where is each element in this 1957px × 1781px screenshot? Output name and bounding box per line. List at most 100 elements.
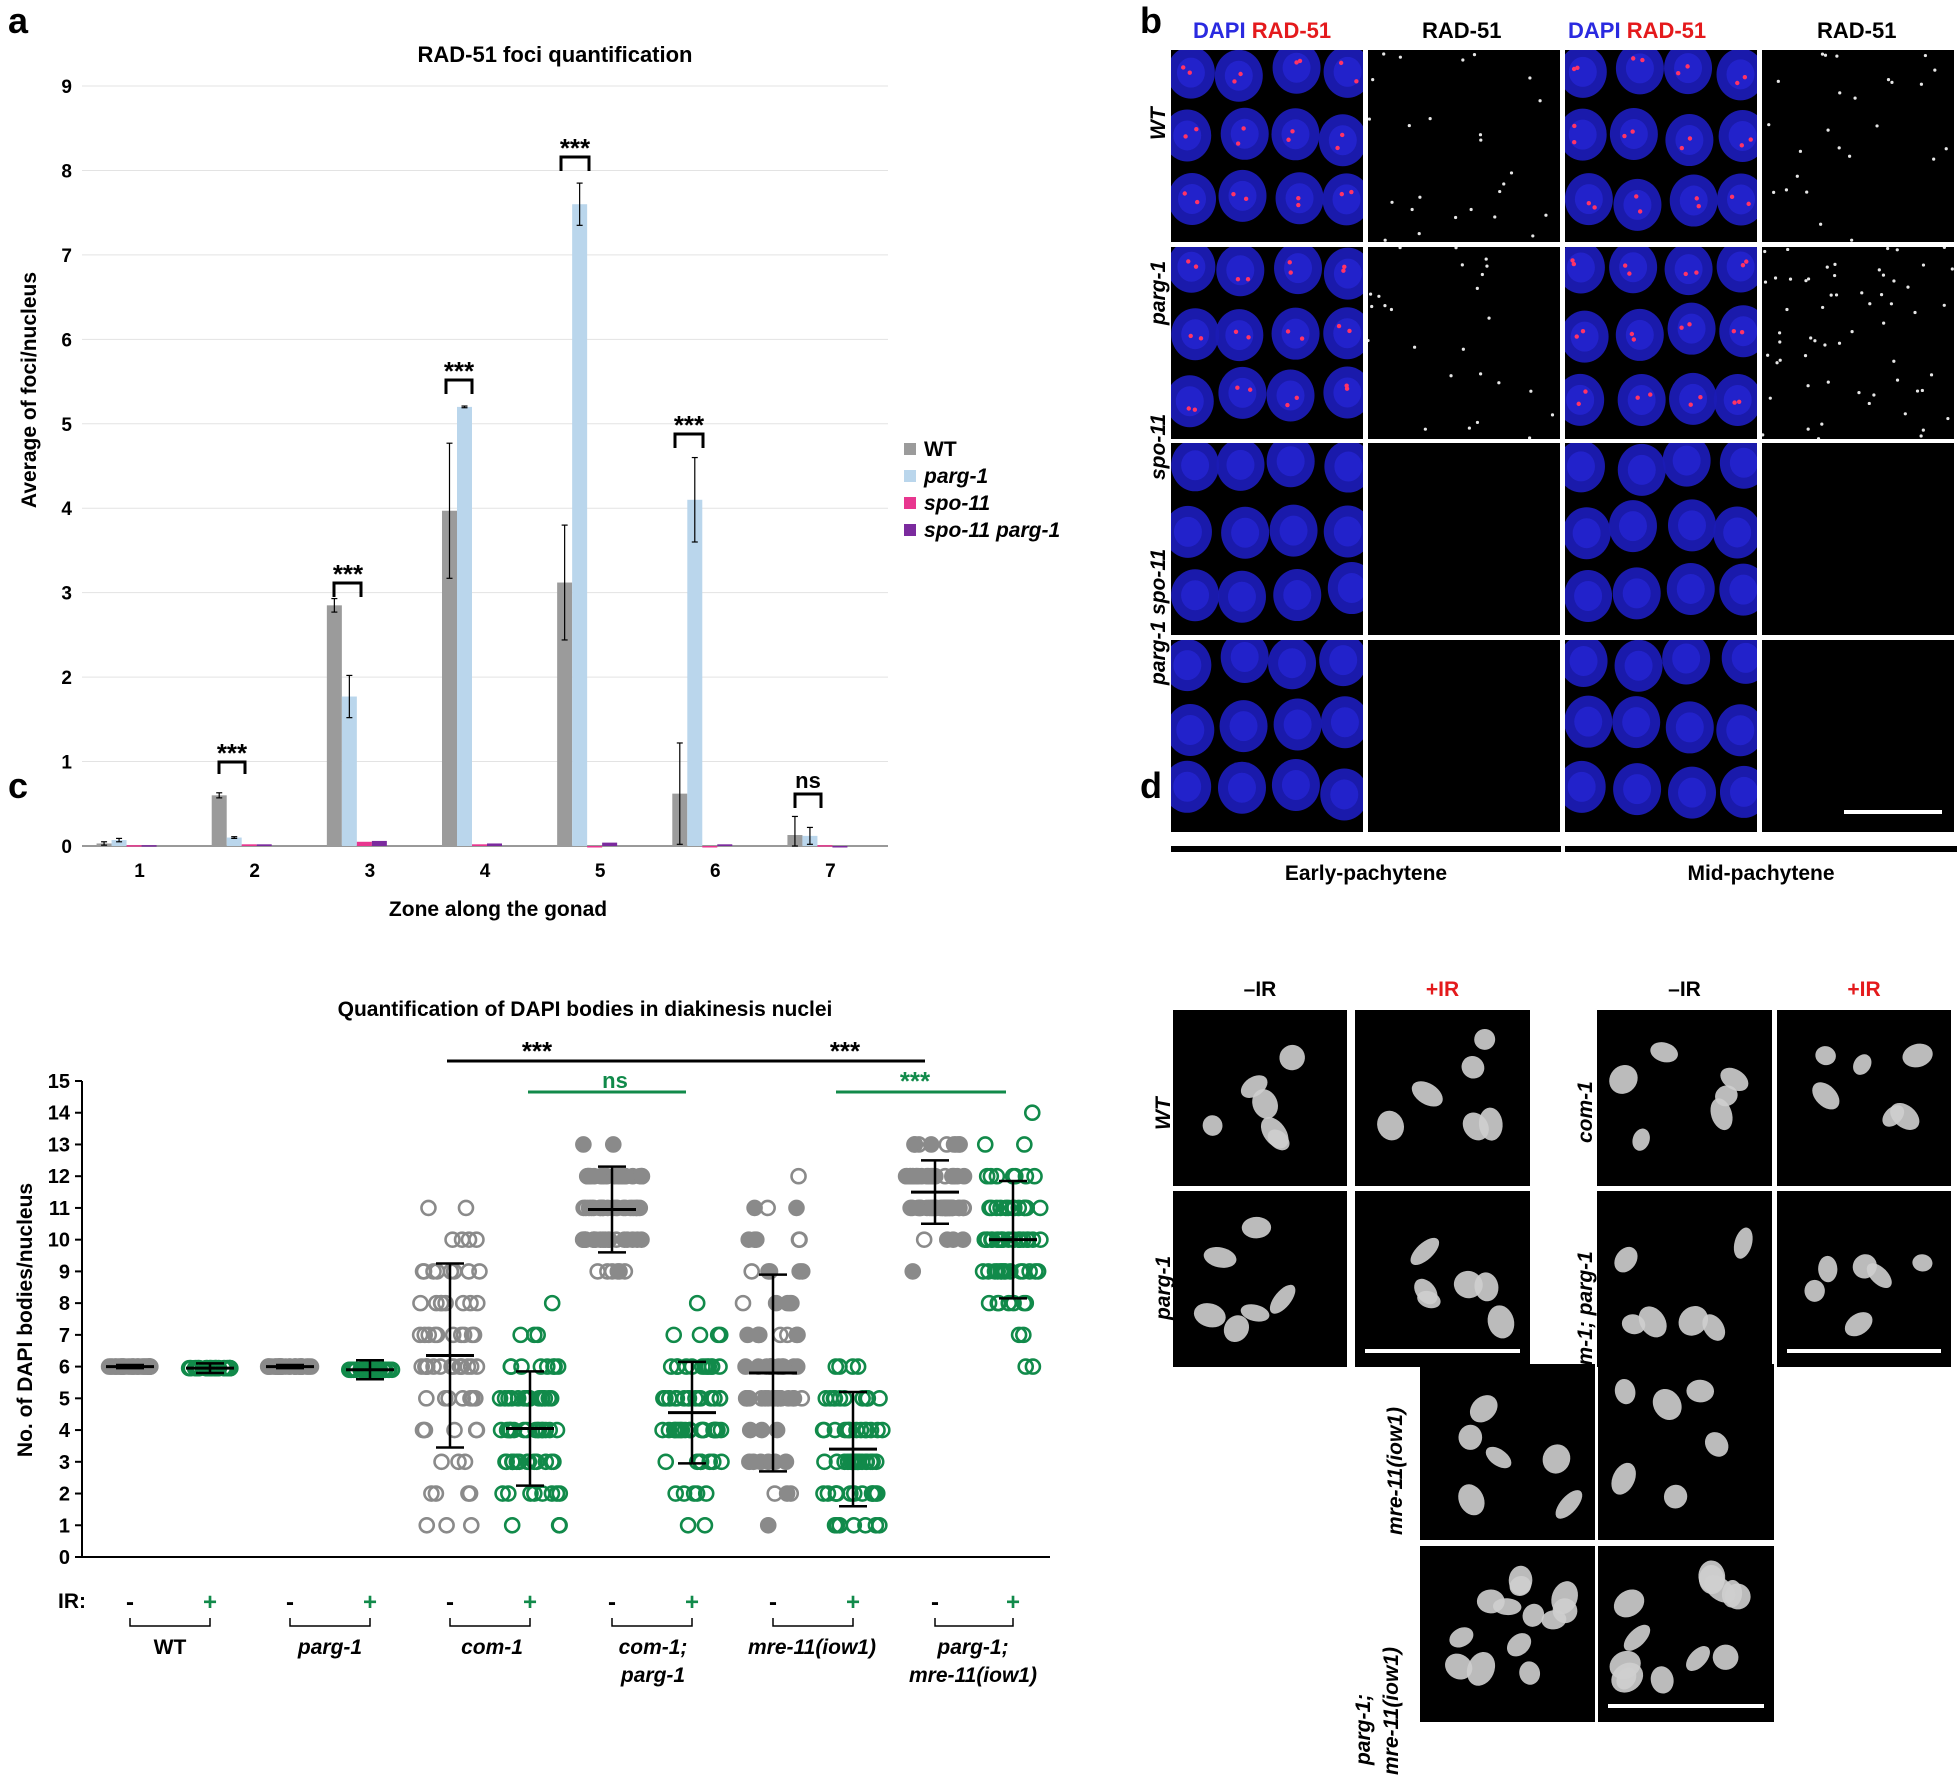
nucleus-core: [1230, 118, 1259, 149]
data-point: [706, 1421, 724, 1439]
data-point: [460, 1485, 477, 1502]
nucleus-core: [1227, 772, 1256, 803]
nucleus-core: [1173, 516, 1202, 547]
rad51-focus: [1640, 57, 1645, 63]
rad51-focus: [1877, 268, 1881, 272]
nucleus-core: [1622, 578, 1651, 609]
diakinesis-nucleus-image: [1420, 1364, 1595, 1540]
data-point: [545, 1358, 562, 1375]
rad51-focus: [1368, 117, 1371, 121]
data-point: [767, 1294, 785, 1312]
rad51-focus: [1921, 263, 1926, 267]
nucleus-core: [1567, 771, 1596, 802]
ir-minus: -: [286, 1589, 294, 1616]
data-point: [955, 1167, 973, 1185]
sig-label: ***: [674, 410, 705, 440]
data-point: [515, 1390, 533, 1407]
data-point: [753, 1390, 770, 1407]
nucleus-core: [1572, 518, 1601, 549]
data-point: [292, 1358, 310, 1375]
data-point: [679, 1390, 697, 1407]
data-point: [978, 1231, 996, 1248]
data-point: [655, 1390, 672, 1407]
data-point: [1005, 1231, 1022, 1248]
data-point: [445, 1263, 463, 1280]
data-point: [788, 1199, 805, 1217]
data-point: [581, 1167, 598, 1185]
dapi-body: [1269, 1284, 1296, 1314]
data-point: [667, 1485, 684, 1502]
data-point: [438, 1516, 455, 1534]
data-point: [1018, 1199, 1036, 1217]
data-point: [950, 1199, 968, 1217]
data-point: [595, 1167, 612, 1185]
data-point: [182, 1359, 200, 1377]
data-point: [202, 1359, 220, 1377]
y-tick-label: 1: [61, 753, 72, 774]
rad51-focus: [1798, 149, 1803, 153]
data-point: [665, 1421, 683, 1439]
group-bracket: [129, 1618, 211, 1627]
data-point: [426, 1326, 444, 1344]
data-point: [379, 1361, 397, 1379]
data-point: [692, 1453, 710, 1471]
rad51-focus: [1838, 91, 1842, 95]
data-point: [615, 1199, 632, 1217]
data-point: [617, 1199, 634, 1217]
data-point: [688, 1485, 706, 1502]
rad51-focus: [1819, 222, 1823, 226]
rad51-focus: [1768, 396, 1772, 400]
dapi-rad51-image: [1565, 443, 1757, 635]
y-tick-label: 2: [59, 1484, 70, 1506]
data-point: [709, 1326, 727, 1344]
data-point: [110, 1358, 127, 1375]
data-point: [532, 1358, 550, 1375]
data-point: [753, 1421, 771, 1439]
data-point: [746, 1199, 763, 1217]
data-point: [526, 1485, 543, 1502]
rad51-focus: [1630, 129, 1635, 134]
rad51-focus: [1919, 82, 1924, 86]
data-point: [216, 1359, 233, 1377]
data-point: [669, 1358, 686, 1375]
rad51-focus: [1886, 77, 1891, 82]
data-point: [759, 1199, 776, 1217]
dapi-body: [1461, 1056, 1485, 1079]
data-point: [902, 1199, 919, 1217]
rad51-focus: [1538, 99, 1542, 103]
data-point: [743, 1263, 761, 1280]
ir-minus: -: [446, 1589, 454, 1616]
x-tick-label: 2: [249, 861, 260, 882]
rad51-focus: [1407, 123, 1411, 128]
rad51-focus: [1188, 333, 1193, 339]
data-point: [468, 1231, 485, 1248]
data-point: [107, 1358, 124, 1375]
data-point: [418, 1358, 436, 1375]
data-point: [990, 1294, 1008, 1312]
data-point: [911, 1199, 929, 1217]
data-point: [944, 1199, 962, 1217]
data-point: [364, 1361, 382, 1379]
data-point: [354, 1361, 371, 1379]
rad51-focus: [1243, 196, 1249, 202]
data-point: [942, 1199, 959, 1217]
x-tick-label: 1: [134, 861, 145, 882]
data-point: [1007, 1167, 1024, 1185]
data-point: [983, 1231, 1001, 1248]
data-point: [1004, 1167, 1022, 1185]
data-point: [298, 1358, 316, 1375]
data-point: [675, 1485, 693, 1502]
data-point: [362, 1361, 379, 1379]
data-point: [358, 1361, 376, 1379]
dapi-body: [1720, 1067, 1749, 1092]
dapi-body: [1241, 1216, 1272, 1239]
data-point: [464, 1390, 481, 1407]
rad51-image: [1368, 50, 1560, 242]
rad51-focus: [1417, 232, 1421, 236]
data-point: [364, 1361, 382, 1379]
rad51-focus: [1338, 60, 1344, 66]
data-point: [354, 1361, 372, 1379]
rad51-focus: [1529, 389, 1533, 393]
data-point: [271, 1358, 288, 1375]
data-point: [286, 1358, 304, 1375]
